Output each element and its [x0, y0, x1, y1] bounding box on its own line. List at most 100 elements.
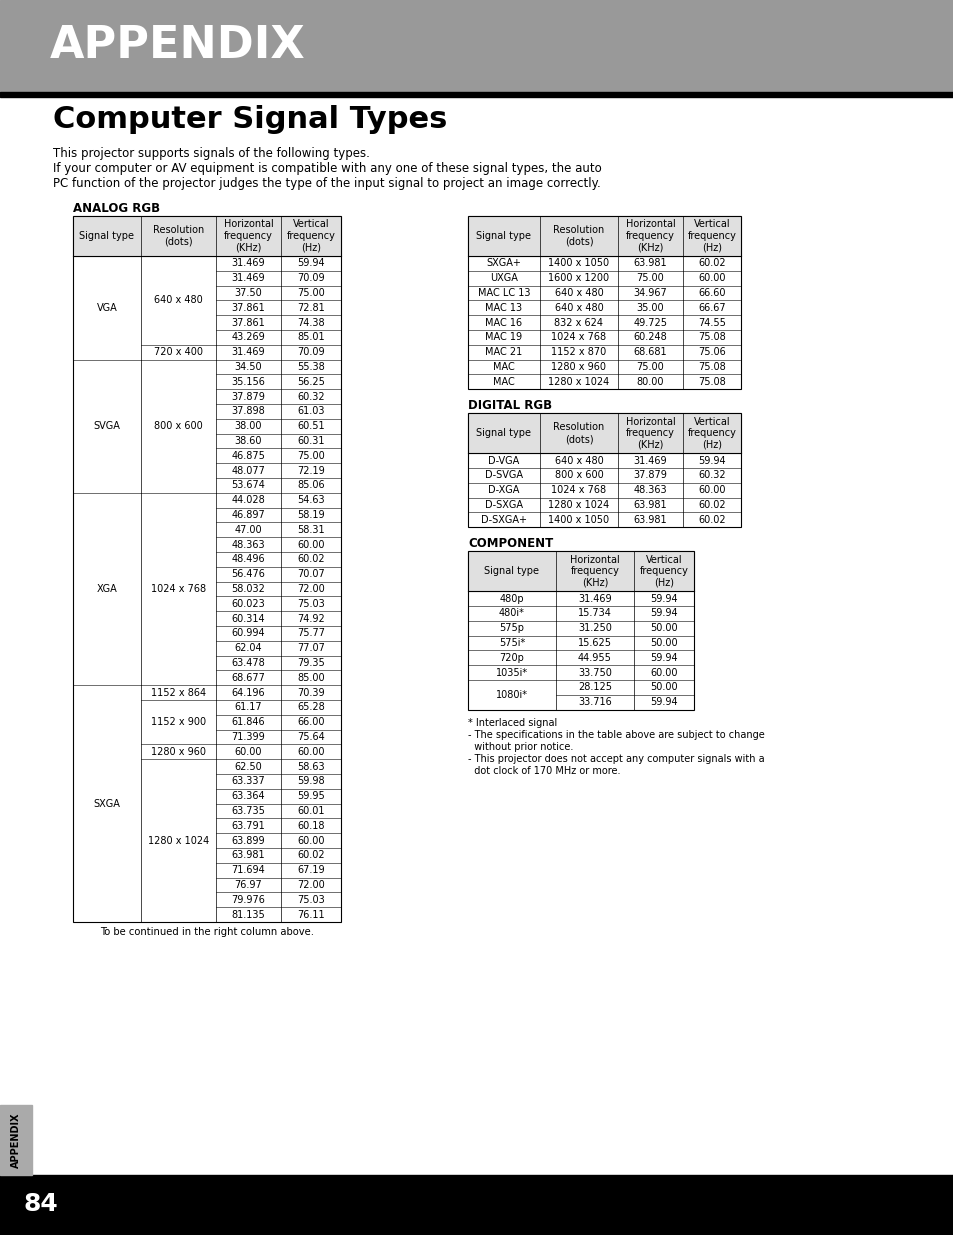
Text: 28.125: 28.125: [578, 683, 612, 693]
Text: MAC 16: MAC 16: [485, 317, 522, 327]
Text: 33.716: 33.716: [578, 698, 611, 708]
Text: 61.03: 61.03: [297, 406, 324, 416]
Text: 64.196: 64.196: [232, 688, 265, 698]
Text: 31.469: 31.469: [578, 594, 611, 604]
Text: 60.023: 60.023: [232, 599, 265, 609]
Text: 48.077: 48.077: [232, 466, 265, 475]
Text: 76.97: 76.97: [234, 881, 262, 890]
Text: 66.60: 66.60: [698, 288, 725, 298]
Text: 60.00: 60.00: [698, 273, 725, 283]
Text: 58.19: 58.19: [297, 510, 324, 520]
Text: 1152 x 864: 1152 x 864: [151, 688, 206, 698]
Text: Computer Signal Types: Computer Signal Types: [53, 105, 447, 135]
Text: 79.35: 79.35: [296, 658, 325, 668]
Text: 59.94: 59.94: [650, 698, 677, 708]
Text: - The specifications in the table above are subject to change: - The specifications in the table above …: [468, 730, 764, 740]
Text: VGA: VGA: [96, 303, 117, 312]
Text: Signal type: Signal type: [476, 429, 531, 438]
Text: 58.63: 58.63: [297, 762, 324, 772]
Text: SXGA: SXGA: [93, 799, 120, 809]
Text: 720 x 400: 720 x 400: [153, 347, 203, 357]
Text: 37.879: 37.879: [633, 471, 667, 480]
Text: To be continued in the right column above.: To be continued in the right column abov…: [100, 927, 314, 937]
Text: MAC 13: MAC 13: [485, 303, 522, 312]
Text: 59.94: 59.94: [650, 609, 677, 619]
Text: 1024 x 768: 1024 x 768: [551, 485, 606, 495]
Text: 54.63: 54.63: [297, 495, 324, 505]
Text: 76.11: 76.11: [297, 910, 324, 920]
Text: 37.898: 37.898: [232, 406, 265, 416]
Text: 63.337: 63.337: [232, 777, 265, 787]
Text: 47.00: 47.00: [234, 525, 262, 535]
Text: If your computer or AV equipment is compatible with any one of these signal type: If your computer or AV equipment is comp…: [53, 162, 601, 175]
Text: 59.98: 59.98: [297, 777, 324, 787]
Text: 60.02: 60.02: [698, 515, 725, 525]
Text: 63.981: 63.981: [633, 515, 666, 525]
Text: 84: 84: [24, 1192, 58, 1216]
Text: 71.694: 71.694: [232, 866, 265, 876]
Bar: [468, 414, 740, 453]
Text: D-SXGA+: D-SXGA+: [480, 515, 526, 525]
Text: Horizontal
frequency
(KHz): Horizontal frequency (KHz): [223, 220, 274, 253]
Bar: [468, 216, 740, 256]
Text: 68.677: 68.677: [232, 673, 265, 683]
Text: Signal type: Signal type: [484, 566, 539, 577]
Text: 80.00: 80.00: [636, 377, 663, 387]
Text: 34.967: 34.967: [633, 288, 667, 298]
Bar: [468, 414, 740, 527]
Text: 720p: 720p: [499, 653, 524, 663]
Text: XGA: XGA: [96, 584, 117, 594]
Text: 62.50: 62.50: [234, 762, 262, 772]
Text: 37.50: 37.50: [234, 288, 262, 298]
Text: 31.469: 31.469: [232, 273, 265, 283]
Text: Horizontal
frequency
(KHz): Horizontal frequency (KHz): [625, 416, 675, 450]
Text: 67.19: 67.19: [297, 866, 324, 876]
Text: 640 x 480: 640 x 480: [554, 456, 602, 466]
Text: 38.60: 38.60: [234, 436, 262, 446]
Text: D-SXGA: D-SXGA: [484, 500, 522, 510]
Text: SVGA: SVGA: [93, 421, 120, 431]
Bar: [73, 216, 340, 923]
Text: DIGITAL RGB: DIGITAL RGB: [468, 399, 552, 412]
Text: 50.00: 50.00: [650, 624, 677, 634]
Text: 1280 x 1024: 1280 x 1024: [548, 377, 609, 387]
Text: 59.94: 59.94: [650, 594, 677, 604]
Text: Vertical
frequency
(Hz): Vertical frequency (Hz): [286, 220, 335, 253]
Text: 1152 x 870: 1152 x 870: [551, 347, 606, 357]
Text: 15.734: 15.734: [578, 609, 611, 619]
Text: 480i*: 480i*: [498, 609, 524, 619]
Text: 49.725: 49.725: [633, 317, 667, 327]
Text: 53.674: 53.674: [232, 480, 265, 490]
Text: 640 x 480: 640 x 480: [554, 288, 602, 298]
Text: 60.02: 60.02: [297, 555, 324, 564]
Text: 1035i*: 1035i*: [496, 668, 528, 678]
Text: 640 x 480: 640 x 480: [154, 295, 203, 305]
Text: 70.09: 70.09: [297, 273, 324, 283]
Text: 1080i*: 1080i*: [496, 690, 527, 700]
Text: APPENDIX: APPENDIX: [50, 25, 305, 68]
Text: 35.156: 35.156: [232, 377, 265, 387]
Bar: [468, 414, 740, 527]
Text: This projector supports signals of the following types.: This projector supports signals of the f…: [53, 147, 370, 161]
Text: 37.879: 37.879: [232, 391, 265, 401]
Text: 63.981: 63.981: [633, 258, 666, 268]
Text: 71.399: 71.399: [232, 732, 265, 742]
Text: 1600 x 1200: 1600 x 1200: [548, 273, 609, 283]
Text: 61.17: 61.17: [234, 703, 262, 713]
Bar: [73, 216, 340, 923]
Text: 60.00: 60.00: [698, 485, 725, 495]
Text: PC function of the projector judges the type of the input signal to project an i: PC function of the projector judges the …: [53, 177, 600, 190]
Text: 48.363: 48.363: [633, 485, 666, 495]
Text: 59.94: 59.94: [297, 258, 324, 268]
Text: 75.08: 75.08: [698, 332, 725, 342]
Text: 832 x 624: 832 x 624: [554, 317, 603, 327]
Text: 63.735: 63.735: [232, 806, 265, 816]
Text: MAC: MAC: [493, 362, 515, 372]
Text: 56.476: 56.476: [232, 569, 265, 579]
Text: MAC LC 13: MAC LC 13: [477, 288, 530, 298]
Bar: [468, 216, 740, 389]
Text: 800 x 600: 800 x 600: [554, 471, 602, 480]
Text: 60.32: 60.32: [698, 471, 725, 480]
Text: COMPONENT: COMPONENT: [468, 537, 553, 551]
Text: 50.00: 50.00: [650, 683, 677, 693]
